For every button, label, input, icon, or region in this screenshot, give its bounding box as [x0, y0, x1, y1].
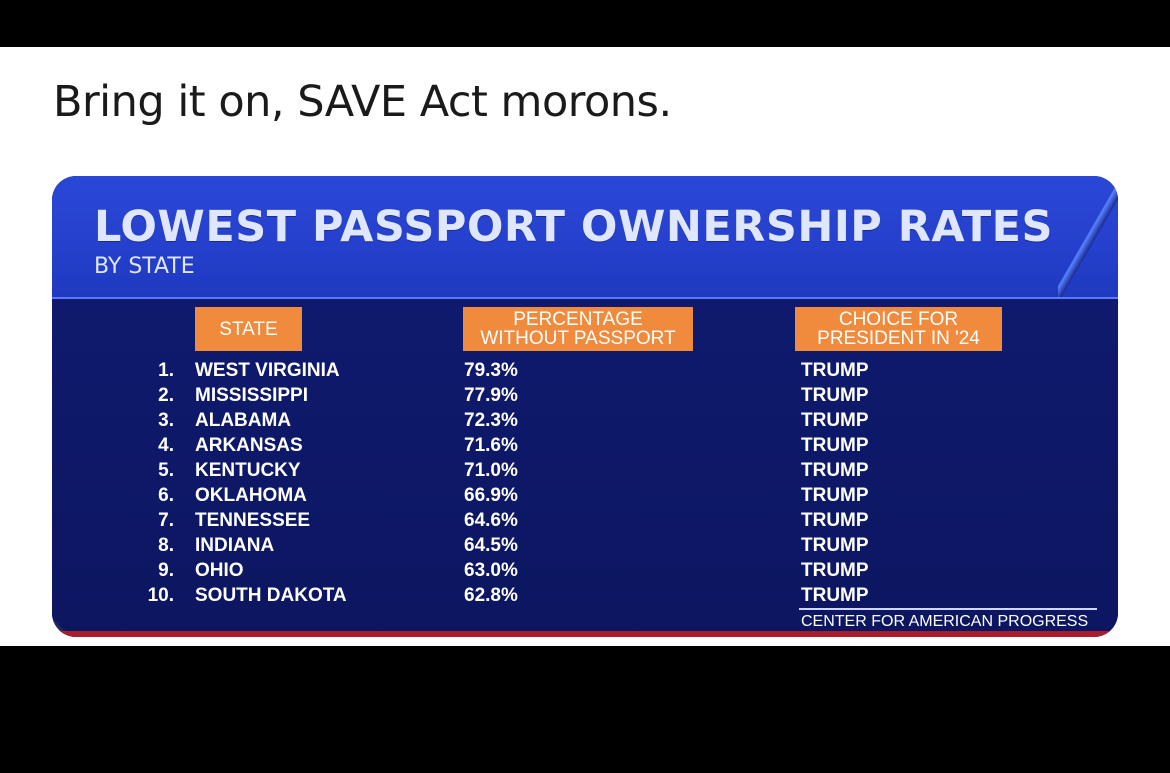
rank: 10. — [147, 585, 174, 606]
president-choice: TRUMP — [801, 410, 869, 431]
state-name: ALABAMA — [195, 410, 292, 431]
rank: 5. — [158, 460, 174, 481]
tv-graphic-image: LOWEST PASSPORT OWNERSHIP RATES BY STATE… — [52, 176, 1118, 637]
rank: 1. — [158, 360, 174, 381]
state-name: KENTUCKY — [195, 460, 301, 481]
percentage: 66.9% — [464, 485, 518, 506]
table-row: 4. ARKANSAS 71.6% TRUMP — [52, 435, 1118, 460]
percentage: 77.9% — [464, 385, 518, 406]
percentage: 63.0% — [464, 560, 518, 581]
president-choice: TRUMP — [801, 360, 869, 381]
column-header-president-line2: PRESIDENT IN '24 — [817, 328, 980, 349]
column-header-president-line1: CHOICE FOR — [838, 309, 959, 330]
source-credit: CENTER FOR AMERICAN PROGRESS — [801, 613, 1089, 630]
graphic-title: LOWEST PASSPORT OWNERSHIP RATES — [94, 202, 1054, 252]
table-row: 8. INDIANA 64.5% TRUMP — [52, 535, 1118, 560]
rank: 6. — [158, 485, 174, 506]
source-divider — [799, 608, 1097, 610]
rank: 2. — [158, 385, 174, 406]
president-choice: TRUMP — [801, 435, 869, 456]
column-header-state-label: STATE — [219, 318, 278, 340]
table-row: 9. OHIO 63.0% TRUMP — [52, 560, 1118, 585]
table-row: 1. WEST VIRGINIA 79.3% TRUMP — [52, 360, 1118, 385]
column-header-percentage: PERCENTAGE WITHOUT PASSPORT — [463, 307, 693, 351]
post: Bring it on, SAVE Act morons. LOWEST PAS… — [0, 47, 1170, 646]
table-row: 2. MISSISSIPPI 77.9% TRUMP — [52, 385, 1118, 410]
percentage: 71.0% — [464, 460, 518, 481]
president-choice: TRUMP — [801, 510, 869, 531]
percentage: 72.3% — [464, 410, 518, 431]
percentage: 71.6% — [464, 435, 518, 456]
header-accent — [1058, 176, 1118, 297]
graphic-subtitle: BY STATE — [94, 254, 195, 279]
percentage: 62.8% — [464, 585, 518, 606]
president-choice: TRUMP — [801, 385, 869, 406]
rank: 8. — [158, 535, 174, 556]
president-choice: TRUMP — [801, 585, 869, 606]
president-choice: TRUMP — [801, 485, 869, 506]
rank: 3. — [158, 410, 174, 431]
table-panel — [52, 297, 1118, 637]
rank: 9. — [158, 560, 174, 581]
state-name: TENNESSEE — [195, 510, 311, 531]
president-choice: TRUMP — [801, 460, 869, 481]
percentage: 79.3% — [464, 360, 518, 381]
table-row: 7. TENNESSEE 64.6% TRUMP — [52, 510, 1118, 535]
bottom-strip — [52, 631, 1118, 637]
column-header-president: CHOICE FOR PRESIDENT IN '24 — [795, 307, 1002, 351]
table-row: 10. SOUTH DAKOTA 62.8% TRUMP — [52, 585, 1118, 610]
corner-accent — [52, 586, 92, 637]
rank: 4. — [158, 435, 174, 456]
state-name: OHIO — [195, 560, 244, 581]
state-name: MISSISSIPPI — [195, 385, 308, 406]
rank: 7. — [158, 510, 174, 531]
table-row: 3. ALABAMA 72.3% TRUMP — [52, 410, 1118, 435]
table-row: 5. KENTUCKY 71.0% TRUMP — [52, 460, 1118, 485]
column-header-percentage-line1: PERCENTAGE — [513, 309, 643, 330]
graphic-header: LOWEST PASSPORT OWNERSHIP RATES BY STATE — [52, 176, 1118, 297]
state-name: ARKANSAS — [195, 435, 303, 456]
column-header-percentage-line2: WITHOUT PASSPORT — [480, 328, 676, 349]
table-row: 6. OKLAHOMA 66.9% TRUMP — [52, 485, 1118, 510]
state-name: SOUTH DAKOTA — [195, 585, 347, 606]
state-name: WEST VIRGINIA — [195, 360, 340, 381]
state-name: OKLAHOMA — [195, 485, 307, 506]
percentage: 64.5% — [464, 535, 518, 556]
post-caption: Bring it on, SAVE Act morons. — [53, 77, 672, 127]
president-choice: TRUMP — [801, 535, 869, 556]
state-name: INDIANA — [195, 535, 275, 556]
column-header-state: STATE — [195, 307, 302, 351]
percentage: 64.6% — [464, 510, 518, 531]
president-choice: TRUMP — [801, 560, 869, 581]
